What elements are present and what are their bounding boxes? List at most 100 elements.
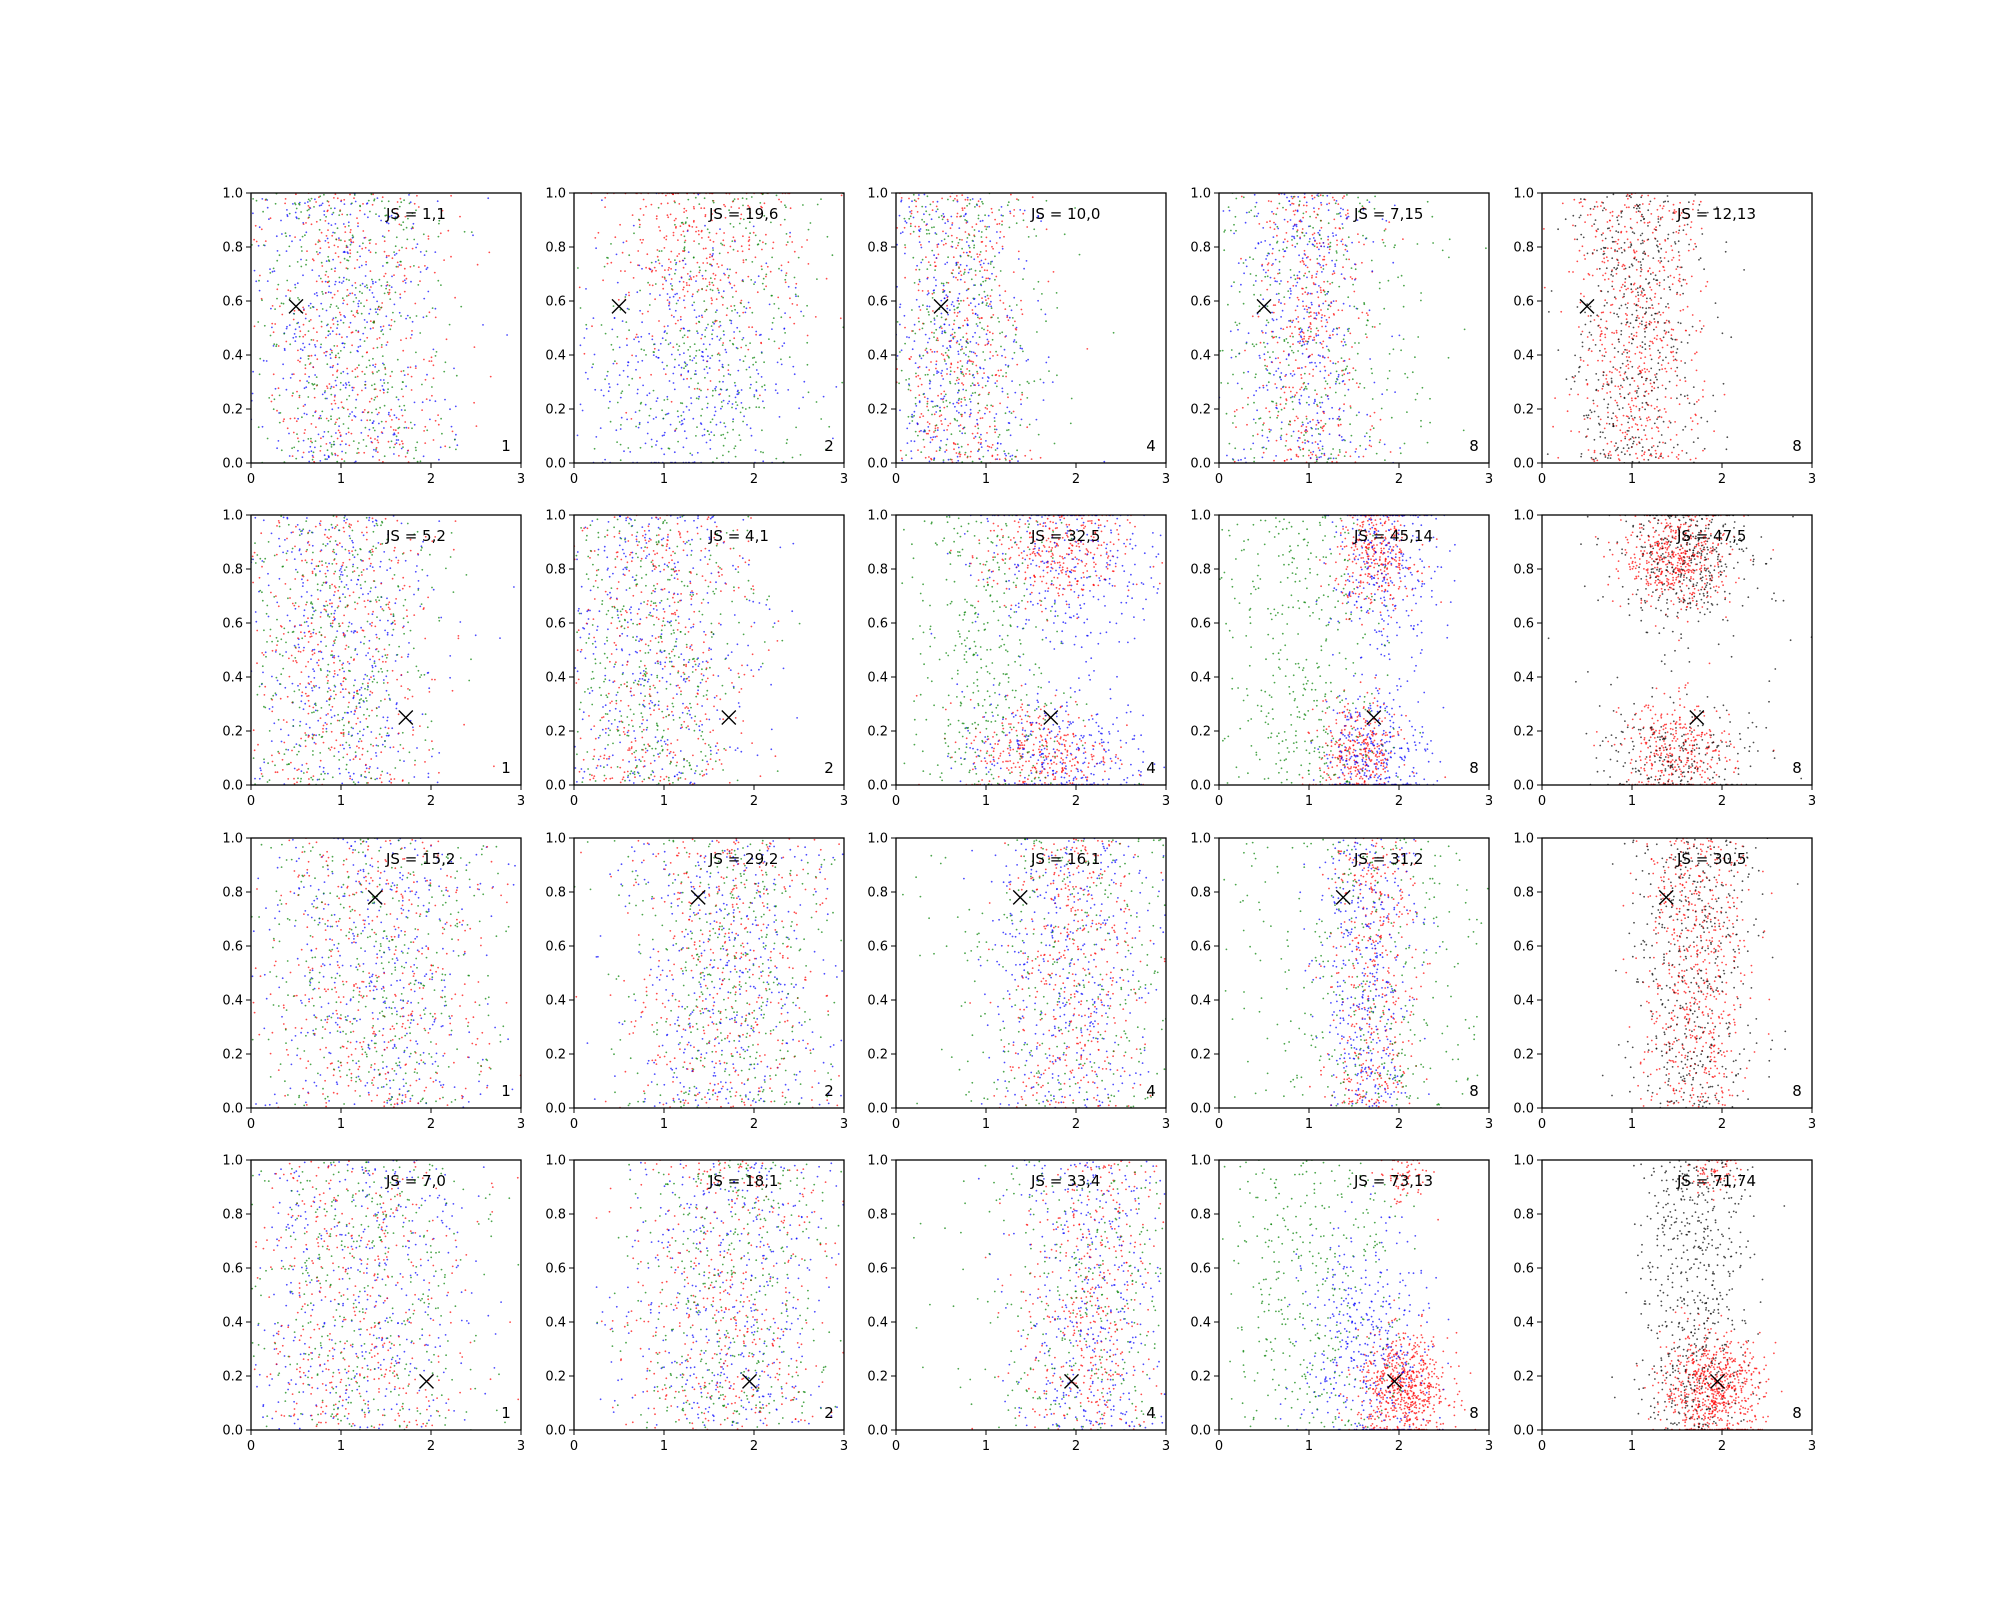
- scatter-point: [384, 214, 387, 217]
- scatter-point: [1325, 263, 1328, 266]
- scatter-point: [1030, 458, 1033, 460]
- scatter-point: [1267, 351, 1269, 353]
- scatter-point: [968, 234, 971, 237]
- scatter-point: [293, 417, 296, 420]
- scatter-point: [732, 343, 735, 346]
- scatter-point: [949, 227, 952, 230]
- scatter-point: [1272, 311, 1275, 314]
- scatter-point: [307, 358, 310, 360]
- scatter-point: [995, 413, 998, 415]
- scatter-point: [1331, 273, 1334, 276]
- scatter-point: [349, 252, 352, 255]
- scatter-point: [722, 296, 724, 299]
- scatter-point: [1334, 227, 1337, 229]
- scatter-point: [921, 218, 923, 221]
- scatter-point: [313, 383, 316, 385]
- scatter-point: [409, 265, 412, 268]
- scatter-point: [1302, 448, 1304, 451]
- scatter-point: [971, 226, 974, 228]
- scatter-point: [761, 268, 763, 271]
- scatter-point: [1001, 387, 1004, 390]
- scatter-point: [1682, 308, 1685, 311]
- scatter-point: [333, 207, 336, 210]
- scatter-point: [1605, 320, 1608, 323]
- scatter-point: [317, 239, 320, 242]
- scatter-point: [398, 223, 401, 226]
- scatter-point: [661, 265, 663, 267]
- scatter-point: [1300, 377, 1303, 379]
- scatter-point: [583, 337, 586, 339]
- scatter-point: [687, 198, 690, 201]
- scatter-point: [986, 269, 989, 272]
- scatter-point: [362, 439, 365, 441]
- scatter-point: [368, 242, 371, 245]
- scatter-point: [1333, 199, 1336, 201]
- scatter-point: [1371, 270, 1374, 273]
- scatter-point: [987, 214, 990, 217]
- scatter-point: [974, 425, 977, 428]
- scatter-point: [1344, 343, 1347, 346]
- scatter-point: [650, 373, 652, 376]
- scatter-point: [1309, 335, 1312, 338]
- scatter-point: [1344, 394, 1346, 397]
- scatter-point: [1371, 398, 1374, 400]
- scatter-point: [409, 421, 412, 424]
- scatter-point: [933, 323, 936, 325]
- scatter-point: [675, 427, 678, 430]
- scatter-point: [341, 458, 343, 461]
- scatter-point: [651, 338, 654, 341]
- scatter-point: [762, 400, 764, 403]
- scatter-point: [450, 194, 452, 197]
- scatter-point: [963, 319, 966, 322]
- scatter-point: [638, 218, 640, 221]
- scatter-point: [953, 311, 956, 314]
- scatter-point: [1273, 374, 1275, 376]
- scatter-point: [987, 277, 990, 280]
- scatter-point: [730, 206, 733, 208]
- scatter-point: [402, 395, 404, 398]
- scatter-point: [329, 326, 332, 329]
- scatter-point: [740, 402, 743, 404]
- scatter-point: [404, 215, 407, 218]
- scatter-point: [928, 369, 931, 371]
- scatter-point: [308, 206, 311, 209]
- scatter-point: [369, 419, 371, 421]
- scatter-point: [387, 293, 390, 296]
- scatter-point: [1346, 372, 1349, 375]
- scatter-point: [941, 369, 943, 372]
- scatter-point: [761, 282, 764, 285]
- scatter-point: [966, 324, 969, 327]
- scatter-point: [668, 266, 670, 269]
- scatter-point: [1063, 233, 1066, 236]
- scatter-point: [338, 276, 341, 279]
- scatter-point: [1267, 262, 1270, 264]
- scatter-point: [996, 454, 999, 456]
- scatter-point: [1296, 242, 1299, 245]
- scatter-point: [298, 202, 300, 205]
- scatter-point: [332, 443, 335, 446]
- scatter-point: [610, 261, 613, 264]
- scatter-point: [970, 256, 973, 258]
- scatter-point: [711, 337, 714, 340]
- scatter-point: [755, 381, 758, 383]
- scatter-point: [425, 315, 428, 318]
- scatter-point: [702, 277, 704, 280]
- scatter-point: [601, 199, 603, 202]
- scatter-point: [449, 408, 451, 411]
- scatter-point: [957, 382, 960, 384]
- scatter-point: [1269, 243, 1271, 246]
- scatter-point: [285, 295, 287, 297]
- scatter-point: [982, 367, 985, 370]
- scatter-point: [961, 345, 963, 348]
- scatter-point: [1655, 226, 1657, 229]
- scatter-point: [1287, 341, 1289, 344]
- scatter-point: [1379, 418, 1382, 421]
- scatter-point: [668, 301, 671, 303]
- scatter-point: [1614, 415, 1617, 417]
- scatter-point: [357, 225, 359, 228]
- scatter-point: [1014, 333, 1017, 336]
- scatter-point: [921, 205, 924, 208]
- x-tick-label: 0: [570, 472, 578, 487]
- scatter-point: [438, 219, 441, 222]
- scatter-point: [1233, 281, 1235, 284]
